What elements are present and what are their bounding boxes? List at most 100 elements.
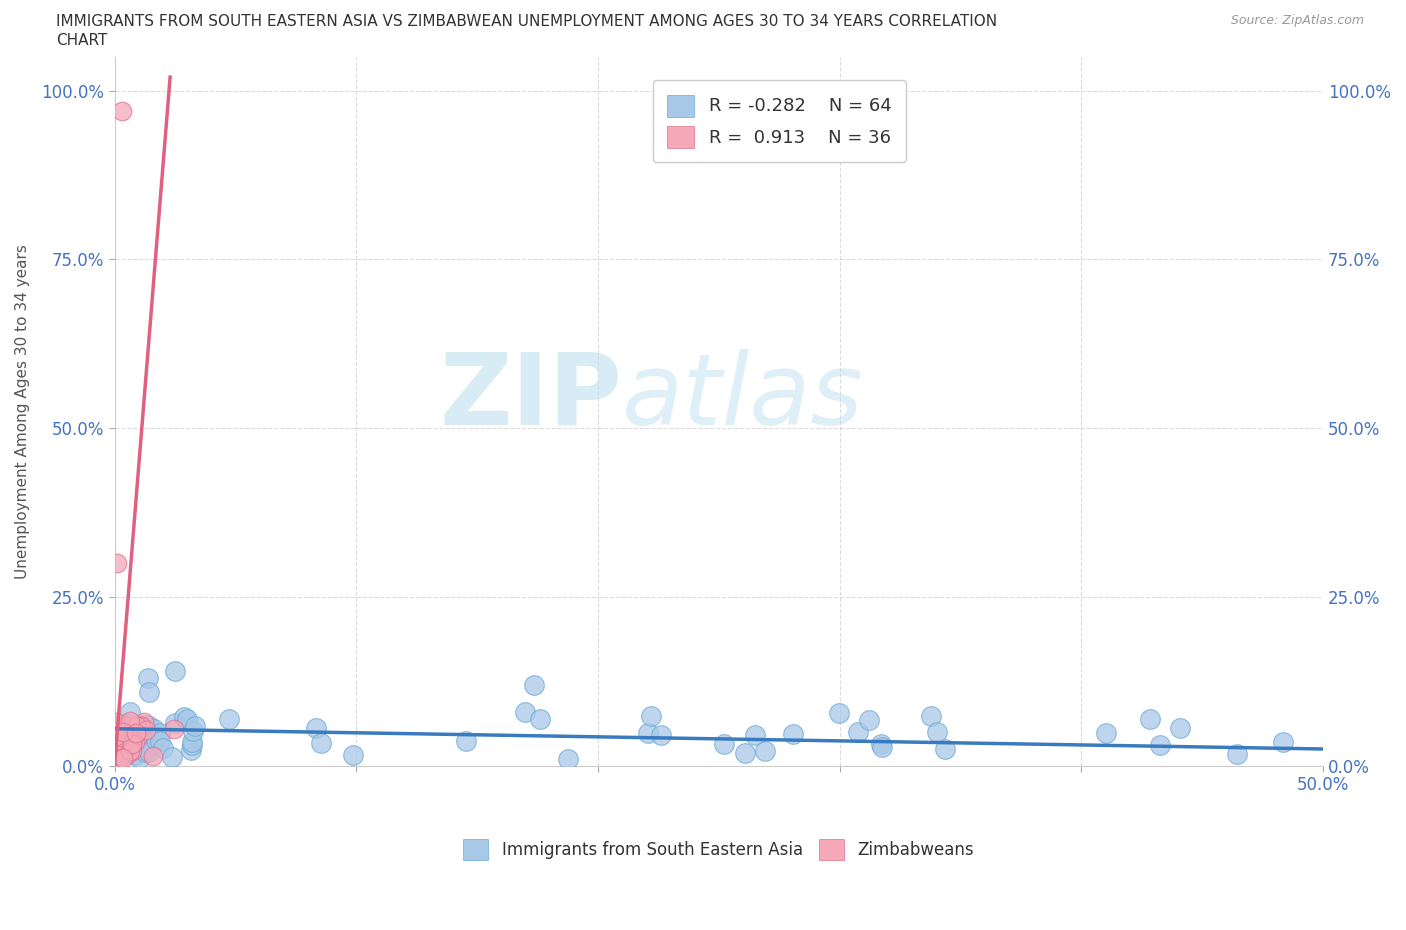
Point: [1271, 735, 1294, 750]
Point: [115, 719, 138, 734]
Point: [124, 726, 146, 741]
Point: [111, 749, 134, 764]
Text: Source: ZipAtlas.com: Source: ZipAtlas.com: [1230, 14, 1364, 27]
Point: [744, 727, 766, 742]
Point: [152, 740, 174, 755]
Point: [131, 718, 153, 733]
Point: [176, 711, 198, 726]
Point: [713, 737, 735, 751]
Point: [127, 729, 149, 744]
Point: [165, 664, 187, 679]
Point: [136, 671, 159, 685]
Point: [120, 743, 142, 758]
Point: [104, 715, 127, 730]
Point: [124, 735, 146, 750]
Point: [134, 744, 156, 759]
Point: [136, 740, 159, 755]
Point: [858, 712, 880, 727]
Point: [650, 727, 672, 742]
Point: [782, 727, 804, 742]
Text: atlas: atlas: [621, 349, 863, 445]
Point: [515, 705, 537, 720]
Point: [142, 749, 165, 764]
Point: [124, 748, 146, 763]
Point: [637, 725, 659, 740]
Point: [934, 742, 956, 757]
Text: CHART: CHART: [56, 33, 108, 47]
Point: [181, 735, 204, 750]
Point: [523, 677, 546, 692]
Point: [870, 739, 893, 754]
Point: [138, 719, 160, 734]
Point: [121, 737, 143, 751]
Point: [138, 745, 160, 760]
Point: [557, 751, 579, 766]
Point: [107, 749, 129, 764]
Point: [117, 738, 139, 753]
Point: [120, 705, 142, 720]
Point: [110, 724, 132, 738]
Point: [105, 556, 128, 571]
Legend: Immigrants from South Eastern Asia, Zimbabweans: Immigrants from South Eastern Asia, Zimb…: [456, 830, 983, 868]
Point: [108, 729, 131, 744]
Point: [107, 744, 129, 759]
Point: [920, 709, 942, 724]
Point: [104, 728, 127, 743]
Point: [163, 716, 186, 731]
Point: [218, 711, 240, 726]
Point: [145, 733, 167, 748]
Point: [105, 733, 128, 748]
Point: [108, 751, 131, 766]
Point: [105, 728, 128, 743]
Point: [120, 715, 142, 730]
Point: [184, 719, 207, 734]
Point: [640, 709, 662, 724]
Point: [132, 714, 155, 729]
Point: [111, 724, 134, 739]
Point: [124, 735, 146, 750]
Point: [112, 717, 135, 732]
Point: [163, 722, 186, 737]
Point: [869, 737, 891, 751]
Point: [180, 742, 202, 757]
Text: ZIP: ZIP: [439, 349, 621, 445]
Point: [112, 736, 135, 751]
Point: [529, 711, 551, 726]
Point: [115, 718, 138, 733]
Point: [122, 729, 145, 744]
Point: [1139, 711, 1161, 726]
Point: [111, 103, 134, 118]
Point: [734, 746, 756, 761]
Point: [115, 737, 138, 751]
Point: [309, 736, 332, 751]
Point: [138, 684, 160, 699]
Point: [183, 724, 205, 738]
Point: [149, 733, 172, 748]
Point: [754, 744, 776, 759]
Point: [173, 710, 195, 724]
Point: [105, 719, 128, 734]
Point: [1095, 725, 1118, 740]
Point: [122, 728, 145, 743]
Point: [304, 721, 326, 736]
Point: [120, 714, 142, 729]
Point: [160, 750, 183, 764]
Point: [143, 722, 166, 737]
Point: [1226, 747, 1249, 762]
Point: [149, 725, 172, 740]
Point: [129, 719, 152, 734]
Point: [129, 751, 152, 765]
Y-axis label: Unemployment Among Ages 30 to 34 years: Unemployment Among Ages 30 to 34 years: [15, 244, 30, 578]
Point: [125, 719, 148, 734]
Point: [827, 705, 849, 720]
Point: [115, 746, 138, 761]
Point: [927, 725, 949, 740]
Point: [342, 747, 364, 762]
Text: IMMIGRANTS FROM SOUTH EASTERN ASIA VS ZIMBABWEAN UNEMPLOYMENT AMONG AGES 30 TO 3: IMMIGRANTS FROM SOUTH EASTERN ASIA VS ZI…: [56, 14, 997, 29]
Point: [108, 747, 131, 762]
Point: [111, 751, 134, 765]
Point: [104, 747, 127, 762]
Point: [135, 723, 157, 737]
Point: [111, 722, 134, 737]
Point: [127, 733, 149, 748]
